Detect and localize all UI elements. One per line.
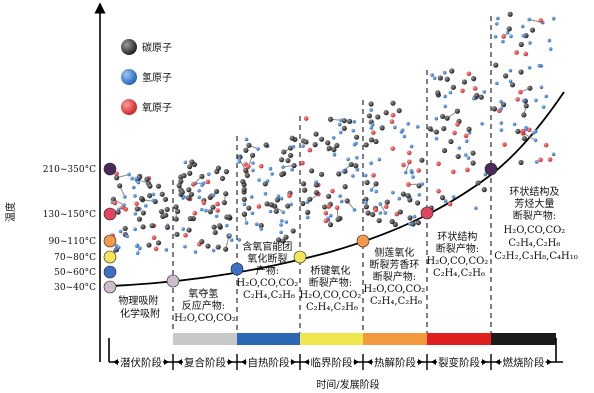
stage-bar-segment bbox=[109, 333, 173, 345]
tick-30-40: 30~40°C bbox=[54, 280, 117, 294]
curve-points bbox=[166, 162, 498, 288]
stage-bar-segment bbox=[427, 333, 491, 345]
tick-130-150: 130~150°C bbox=[43, 207, 117, 221]
svg-text:90~110°C: 90~110°C bbox=[48, 237, 96, 247]
tick-90-110: 90~110°C bbox=[48, 234, 117, 248]
point-pyrolysis bbox=[356, 234, 370, 248]
desc-self-heating: 含氧官能团 氧化断裂 产物: H₂O,CO,CO₂ C₂H₄,C₂H₆ bbox=[236, 240, 301, 301]
point-fission bbox=[420, 206, 434, 220]
stage-bar-segment bbox=[363, 333, 427, 345]
desc-critical: 桥键氧化 断裂产物: H₂O,CO,CO₂ C₂H₄,C₂H₆ bbox=[299, 264, 364, 313]
point-critical bbox=[293, 250, 307, 264]
molecule-illustrations bbox=[110, 11, 556, 256]
svg-text:70~80°C: 70~80°C bbox=[54, 253, 96, 263]
stage-label: 复合阶段 bbox=[184, 356, 226, 369]
svg-text:30~40°C: 30~40°C bbox=[54, 283, 96, 293]
point-combustion bbox=[484, 162, 498, 176]
hydrogen-atom-icon bbox=[121, 69, 137, 85]
stage-descriptions: 物理吸附 化学吸附 氧夺氢 反应产物: H₂O,CO,CO₂ 含氧官能团 氧化断… bbox=[118, 185, 577, 324]
legend-label-carbon: 碳原子 bbox=[142, 41, 172, 54]
stage-label: 裂变阶段 bbox=[438, 356, 480, 369]
tick-70-80: 70~80°C bbox=[54, 250, 117, 264]
point-compound bbox=[166, 274, 180, 288]
desc-latent: 物理吸附 化学吸附 bbox=[118, 294, 161, 320]
stage-label: 燃烧阶段 bbox=[503, 356, 545, 369]
legend-label-hydrogen: 氢原子 bbox=[142, 71, 172, 84]
stage-labels: 潜伏阶段 复合阶段 自热阶段 临界阶段 热解阶段 裂变阶段 燃烧阶段 bbox=[113, 354, 552, 370]
stage-separators bbox=[172, 16, 492, 338]
svg-text:210~350°C: 210~350°C bbox=[43, 165, 96, 175]
desc-compound: 氧夺氢 反应产物: H₂O,CO,CO₂ bbox=[174, 287, 236, 324]
desc-pyrolysis: 侧莲氧化 断裂芳香环 断裂产物: H₂O,CO,CO₂ C₂H₄,C₂H₆ bbox=[363, 246, 428, 307]
y-axis-ticks: 210~350°C 130~150°C 90~110°C 70~80°C 50~… bbox=[43, 162, 117, 294]
stage-bar-segment bbox=[491, 333, 556, 345]
legend-label-oxygen: 氧原子 bbox=[142, 101, 172, 114]
temperature-curve bbox=[109, 91, 565, 287]
svg-text:50~60°C: 50~60°C bbox=[54, 268, 96, 278]
x-axis-label: 时间/发展阶段 bbox=[316, 378, 379, 391]
tick-50-60: 50~60°C bbox=[54, 265, 117, 279]
stage-label: 潜伏阶段 bbox=[120, 356, 162, 369]
svg-text:130~150°C: 130~150°C bbox=[43, 210, 96, 220]
y-axis-label: 温度 bbox=[4, 202, 17, 222]
desc-combustion: 环状结构及 芳烃大量 断裂产物: H₂O,CO,CO₂ C₂H₄,C₂H₆ C₂… bbox=[494, 185, 578, 262]
carbon-atom-icon bbox=[121, 39, 137, 55]
stage-label: 自热阶段 bbox=[248, 356, 290, 369]
tick-210-350: 210~350°C bbox=[43, 162, 117, 176]
stage-bar-segment bbox=[300, 333, 363, 345]
desc-fission: 环状结构 断裂产物: H₂O,CO,CO₂ C₂H₄,C₂H₆ bbox=[426, 230, 491, 279]
stage-label: 热解阶段 bbox=[374, 356, 416, 369]
stage-color-bar bbox=[109, 333, 556, 345]
legend: 碳原子 氢原子 氧原子 bbox=[121, 39, 172, 115]
oxygen-atom-icon bbox=[121, 99, 137, 115]
point-self-heating bbox=[230, 262, 244, 276]
stage-bar-segment bbox=[173, 333, 237, 345]
stage-label: 临界阶段 bbox=[311, 356, 353, 369]
stage-bar-segment bbox=[237, 333, 300, 345]
